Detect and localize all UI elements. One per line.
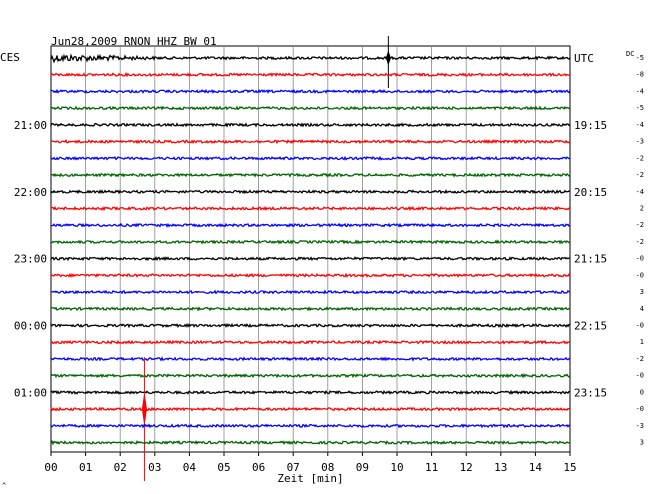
x-tick-label: 05 [217,461,230,474]
dc-offset: -3 [636,138,644,146]
chart-title: Jun28,2009 RNON HHZ BW 01 [51,35,217,48]
dc-offset: -2 [636,221,644,229]
trace-line [50,105,571,111]
left-time-label: 01:00 [14,386,47,399]
trace-line [50,155,571,161]
dc-offset: -0 [636,322,644,330]
dc-offset: -5 [636,54,644,62]
right-time-label: 21:15 [574,253,607,266]
dc-offset: 1 [640,338,644,346]
dc-offset: 0 [640,388,644,396]
dc-offset: -5 [636,104,644,112]
dc-offset: -0 [636,405,644,413]
trace-line [50,372,571,379]
left-time-label: 00:00 [14,320,47,333]
trace-line [50,272,571,279]
right-time-label: 23:15 [574,386,607,399]
dc-offset: -4 [636,87,644,95]
dc-offset: -0 [636,255,644,263]
trace-line [50,322,571,329]
dc-offset: -8 [636,71,644,79]
x-tick-label: 12 [460,461,473,474]
left-zone-label: CES [0,51,20,64]
trace-line [50,205,571,212]
left-time-label: 22:00 [14,186,47,199]
x-tick-label: 09 [356,461,369,474]
trace-line [50,172,571,178]
trace-line [50,423,571,429]
trace-line [50,239,571,245]
dc-offset: 4 [640,305,644,313]
trace-line [50,189,571,195]
right-time-label: UTC [574,52,594,65]
right-time-label: 22:15 [574,320,607,333]
dc-offset: 3 [640,439,644,447]
dc-offset: -2 [636,355,644,363]
x-tick-label: 11 [425,461,438,474]
event-burst [385,50,391,66]
trace-line [50,306,571,312]
left-time-label: 23:00 [14,253,47,266]
x-tick-label: 10 [390,461,403,474]
x-tick-label: 06 [252,461,265,474]
trace-line [50,71,571,78]
x-tick-label: 15 [563,461,576,474]
corner-mark: ^ [2,482,6,490]
x-tick-label: 03 [148,461,161,474]
x-tick-label: 08 [321,461,334,474]
dc-offset: 3 [640,288,644,296]
grid [50,45,571,453]
x-tick-label: 14 [529,461,543,474]
trace-line [50,139,571,145]
trace-line [50,439,571,446]
dc-offset: -3 [636,422,644,430]
trace-line [50,53,571,64]
x-axis-label: Zeit [min] [277,472,343,485]
trace-line [50,339,571,345]
trace-line [50,356,571,362]
x-tick-label: 02 [114,461,127,474]
right-time-label: 19:15 [574,119,607,132]
plot-frame [50,45,571,453]
trace-line [50,222,571,228]
x-tick-label: 07 [287,461,300,474]
x-tick-label: 13 [494,461,507,474]
dc-offset: -2 [636,154,644,162]
trace-line [50,389,571,395]
x-tick-label: 00 [44,461,57,474]
dc-offset: 2 [640,204,644,212]
dc-offset: -0 [636,372,644,380]
x-tick-label: 04 [183,461,197,474]
trace-line [50,406,571,412]
right-time-label: 20:15 [574,186,607,199]
dc-offset: -2 [636,238,644,246]
event-burst [141,395,147,424]
left-time-label: 21:00 [14,119,47,132]
trace-line [50,88,571,95]
dc-offset: -4 [636,121,644,129]
labels: Jun28,2009 RNON HHZ BW 01CES21:0022:0023… [0,35,644,490]
dc-label: DC [626,50,634,58]
trace-line [50,289,571,295]
trace-line [50,255,571,262]
x-tick-label: 01 [79,461,92,474]
dc-offset: -4 [636,188,644,196]
traces [50,36,571,482]
dc-offset: -0 [636,271,644,279]
trace-line [50,122,570,128]
dc-offset: -2 [636,171,644,179]
